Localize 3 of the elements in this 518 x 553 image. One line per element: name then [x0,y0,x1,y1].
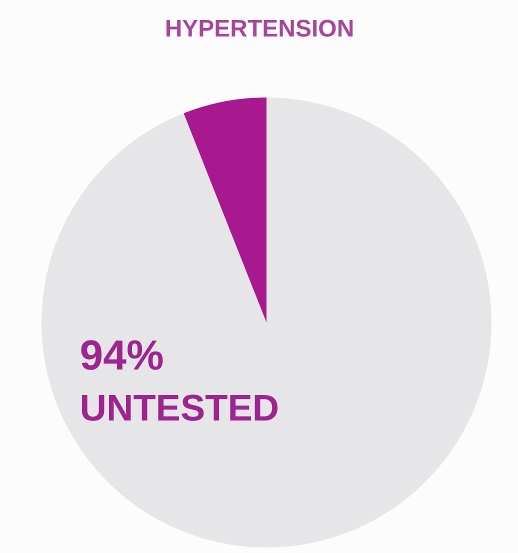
data-label: 94% [80,332,164,378]
slice-label: UNTESTED [80,388,280,428]
chart-title: HYPERTENSION [164,16,354,42]
